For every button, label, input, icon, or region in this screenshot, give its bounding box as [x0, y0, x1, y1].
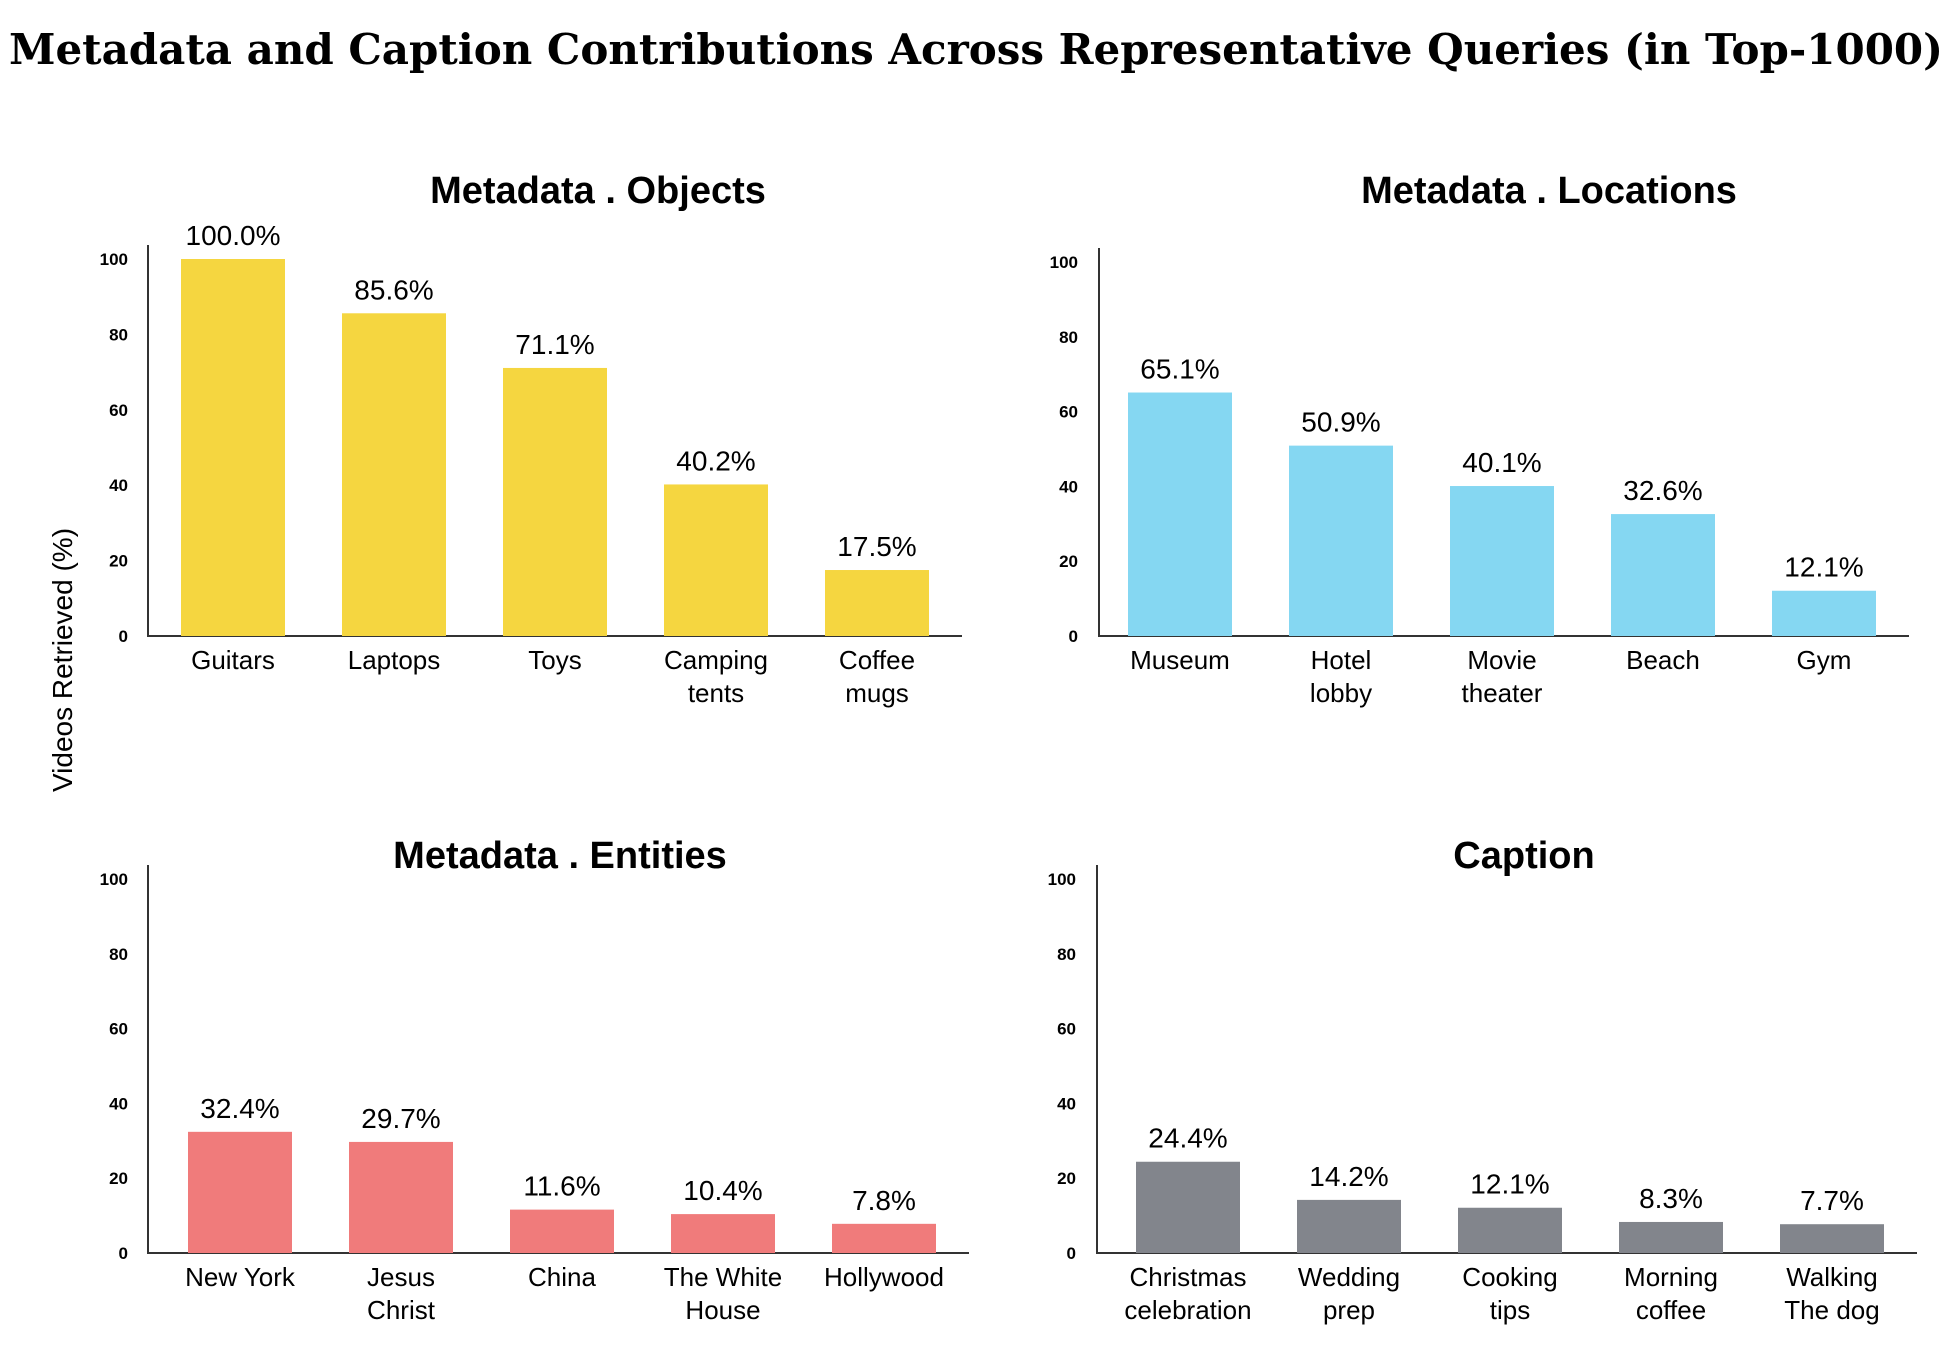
data-label: 10.4% [683, 1175, 762, 1206]
bar-locations-4 [1772, 590, 1876, 636]
x-tick-label: Hotel lobby [1310, 645, 1372, 708]
x-tick-label: Coffee mugs [839, 645, 915, 708]
data-label: 8.3% [1639, 1183, 1703, 1214]
figure-title: Metadata and Caption Contributions Acros… [9, 25, 1943, 74]
bar-caption-2 [1458, 1207, 1562, 1253]
data-label: 71.1% [515, 329, 594, 360]
panel-objects: Metadata . Objects 0 20 40 60 80 100 100.0% Guit… [100, 170, 962, 708]
x-tick-label: Gym [1797, 645, 1852, 675]
bar-entities-1 [349, 1141, 453, 1253]
x-tick-label: Guitars [191, 645, 275, 675]
y-tick-label: 0 [119, 627, 128, 646]
y-tick-label: 20 [109, 552, 128, 571]
data-label: 17.5% [837, 531, 916, 562]
panel-title-objects: Metadata . Objects [430, 170, 766, 212]
x-tick-label: China [528, 1262, 596, 1292]
bar-locations-1 [1289, 445, 1393, 636]
y-tick-label: 100 [100, 870, 128, 889]
y-tick-label: 20 [1057, 1169, 1076, 1188]
bar-objects-0 [181, 259, 285, 636]
y-tick-label: 40 [1059, 477, 1078, 496]
panel-caption: Caption 0 20 40 60 80 100 24.4% Christmas celebra… [1048, 835, 1917, 1325]
bar-entities-2 [510, 1209, 614, 1253]
data-label: 32.6% [1623, 475, 1702, 506]
bar-locations-3 [1611, 514, 1715, 636]
x-tick-label: The White House [664, 1262, 783, 1325]
bar-caption-4 [1780, 1224, 1884, 1253]
data-label: 100.0% [186, 220, 281, 251]
y-tick-label: 40 [109, 1094, 128, 1113]
panel-entities: Metadata . Entities 0 20 40 60 80 100 32.4% New … [100, 835, 969, 1325]
bar-objects-1 [342, 313, 446, 636]
bar-caption-0 [1136, 1161, 1240, 1253]
y-tick-label: 60 [109, 401, 128, 420]
y-tick-label: 0 [1067, 1244, 1076, 1263]
data-label: 11.6% [523, 1171, 600, 1202]
data-label: 12.1% [1784, 552, 1863, 583]
y-tick-label: 80 [1057, 945, 1076, 964]
y-tick-label: 60 [109, 1020, 128, 1039]
panel-locations: Metadata . Locations 0 20 40 60 80 100 65.1% Mus… [1050, 170, 1909, 708]
y-tick-label: 20 [1059, 552, 1078, 571]
data-label: 65.1% [1140, 354, 1219, 385]
y-tick-label: 20 [109, 1169, 128, 1188]
data-label: 14.2% [1309, 1161, 1388, 1192]
bar-caption-1 [1297, 1199, 1401, 1253]
x-tick-label: Movie theater [1462, 645, 1543, 708]
y-tick-label: 0 [119, 1244, 128, 1263]
x-tick-label: Cooking tips [1462, 1262, 1557, 1325]
y-axis-label: Videos Retrieved (%) [47, 528, 78, 792]
bar-entities-0 [188, 1131, 292, 1253]
y-tick-label: 100 [100, 250, 128, 269]
bar-entities-4 [832, 1223, 936, 1253]
bar-caption-3 [1619, 1221, 1723, 1253]
x-tick-label: Walking The dog [1784, 1262, 1879, 1325]
y-tick-label: 80 [109, 325, 128, 344]
x-tick-label: Beach [1626, 645, 1700, 675]
bar-locations-0 [1128, 392, 1232, 636]
x-tick-label: Morning coffee [1624, 1262, 1718, 1325]
y-tick-label: 0 [1069, 627, 1078, 646]
panel-title-entities: Metadata . Entities [393, 835, 727, 877]
data-label: 7.8% [852, 1185, 916, 1216]
bar-entities-3 [671, 1214, 775, 1253]
bar-locations-2 [1450, 486, 1554, 636]
data-label: 40.1% [1462, 447, 1541, 478]
panel-title-locations: Metadata . Locations [1361, 170, 1737, 212]
y-tick-label: 60 [1059, 403, 1078, 422]
x-tick-label: Camping tents [664, 645, 768, 708]
x-tick-label: Jesus Christ [367, 1262, 436, 1325]
x-tick-label: Museum [1130, 645, 1230, 675]
y-tick-label: 40 [1057, 1094, 1076, 1113]
data-label: 12.1% [1470, 1169, 1549, 1200]
y-tick-label: 80 [109, 945, 128, 964]
data-label: 24.4% [1148, 1123, 1227, 1154]
bar-objects-2 [503, 367, 607, 636]
x-tick-label: Christmas celebration [1124, 1262, 1251, 1325]
y-tick-label: 80 [1059, 328, 1078, 347]
x-tick-label: Wedding prep [1298, 1262, 1400, 1325]
data-label: 32.4% [200, 1093, 279, 1124]
data-label: 40.2% [676, 445, 755, 476]
data-label: 7.7% [1800, 1185, 1864, 1216]
y-tick-label: 40 [109, 476, 128, 495]
data-label: 50.9% [1301, 407, 1380, 438]
bar-objects-4 [825, 570, 929, 636]
x-tick-label: New York [185, 1262, 296, 1292]
x-tick-label: Hollywood [824, 1262, 944, 1292]
bar-objects-3 [664, 484, 768, 636]
x-tick-label: Toys [528, 645, 581, 675]
data-label: 85.6% [354, 274, 433, 305]
y-tick-label: 100 [1048, 870, 1076, 889]
y-tick-label: 100 [1050, 253, 1078, 272]
x-tick-label: Laptops [348, 645, 441, 675]
panel-title-caption: Caption [1453, 835, 1594, 877]
y-tick-label: 60 [1057, 1020, 1076, 1039]
data-label: 29.7% [361, 1103, 440, 1134]
